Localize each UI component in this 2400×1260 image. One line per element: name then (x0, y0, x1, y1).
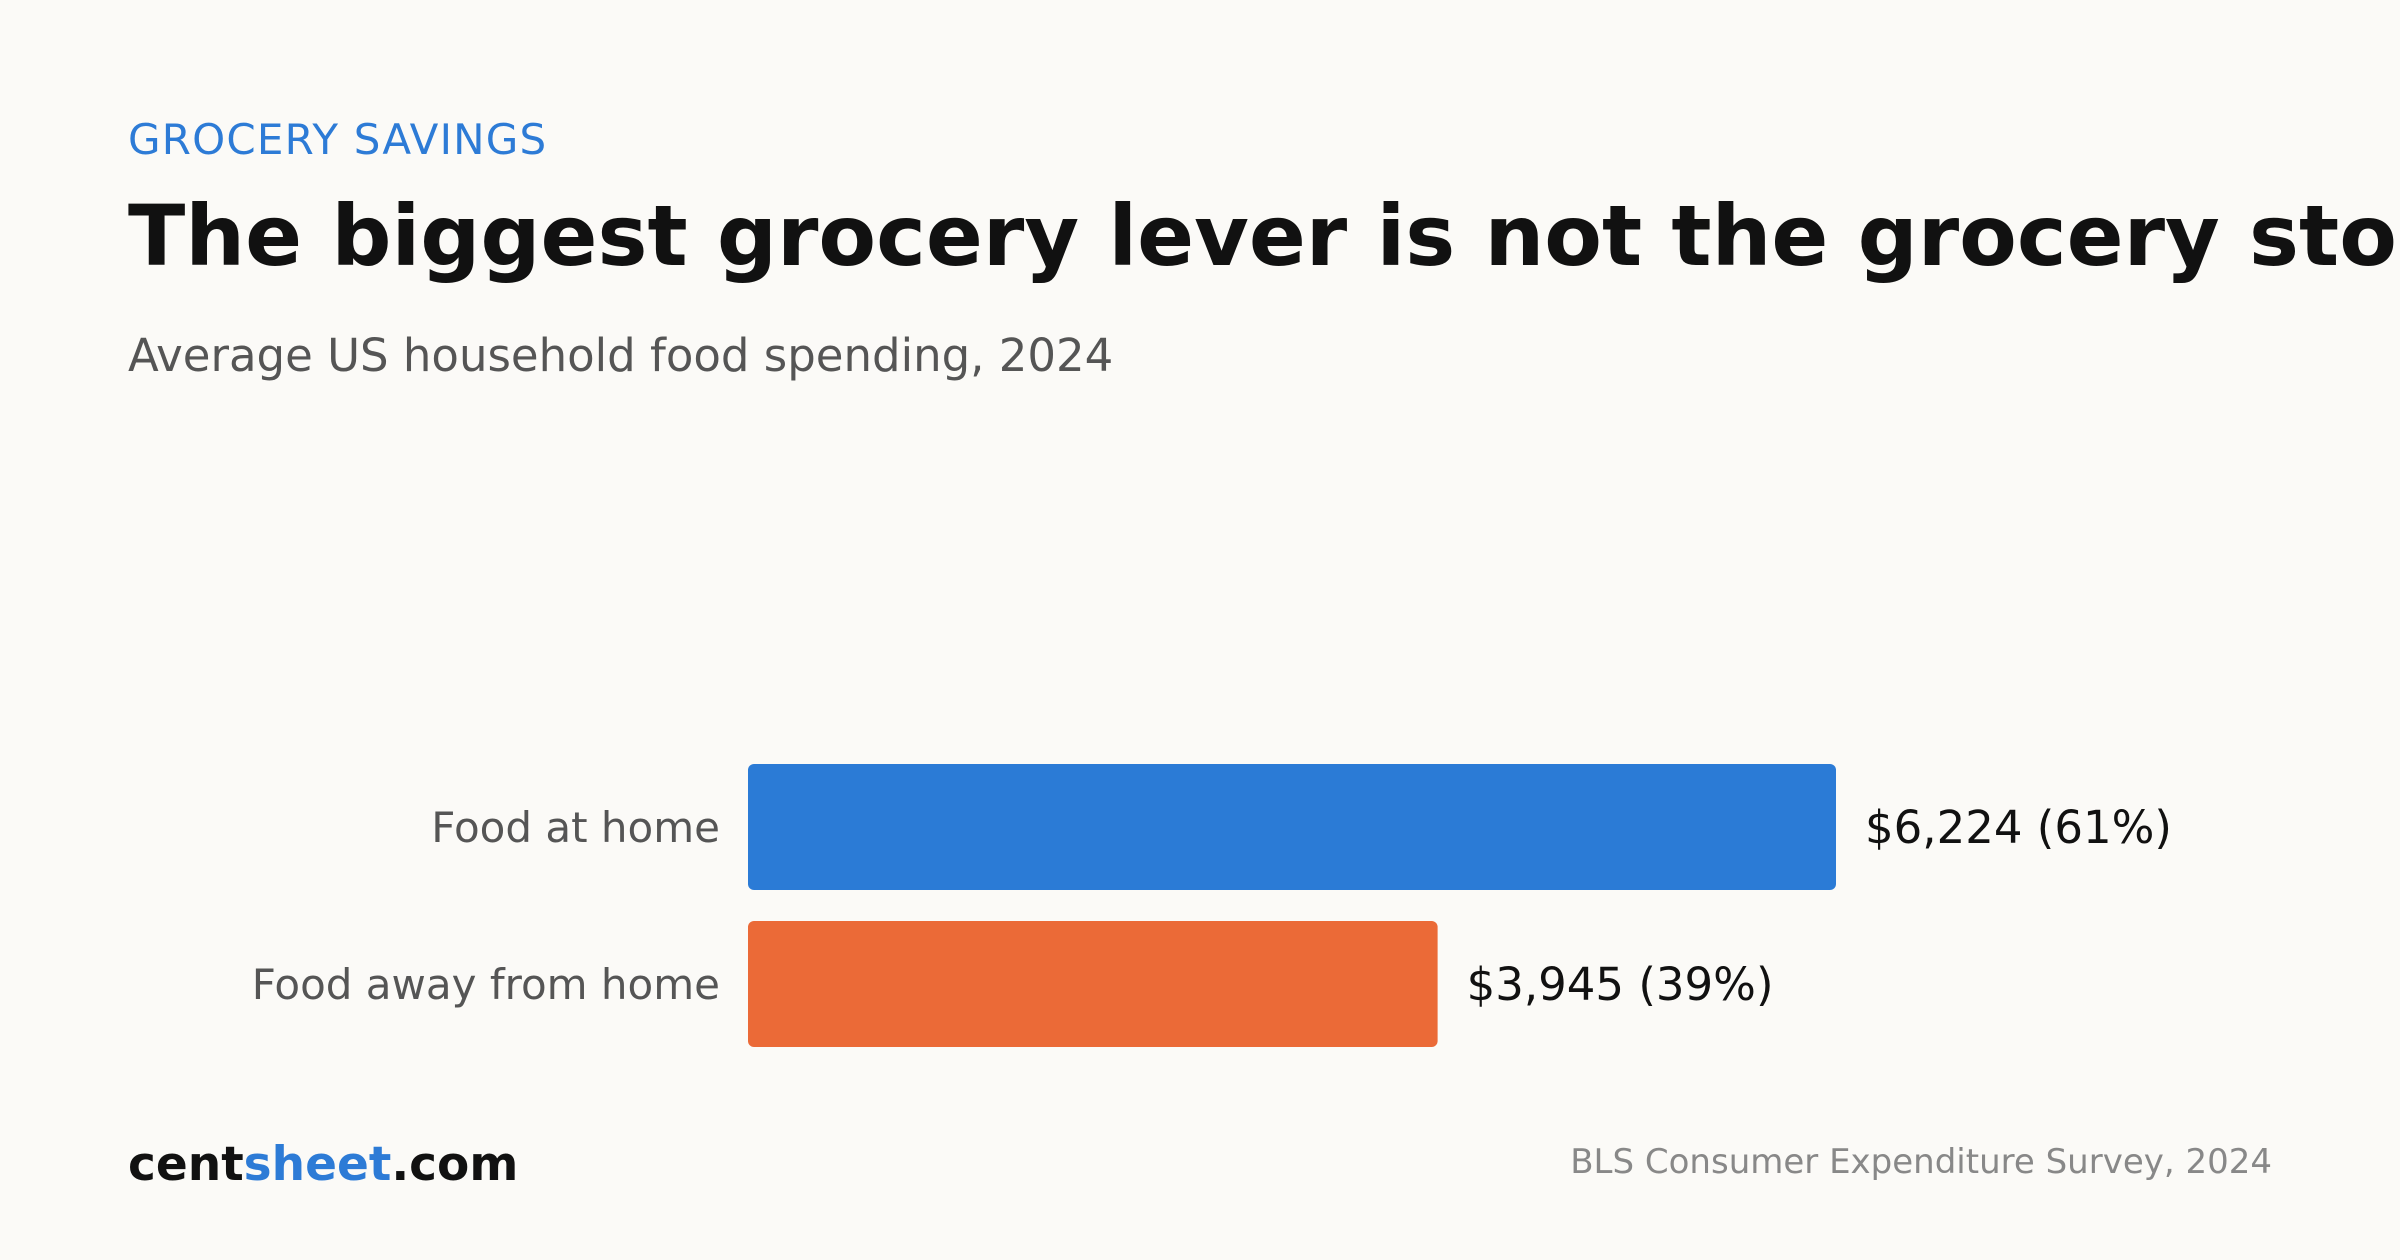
category-label: Food away from home (252, 960, 720, 1009)
page-title: The biggest grocery lever is not the gro… (128, 187, 2400, 285)
page-subtitle: Average US household food spending, 2024 (128, 329, 1114, 382)
bar-food-away-from-home (748, 921, 1438, 1047)
value-label: $3,945 (39%) (1467, 958, 1774, 1011)
value-label: $6,224 (61%) (1865, 801, 2172, 854)
eyebrow-label: GROCERY SAVINGS (128, 115, 548, 164)
brand-logo[interactable]: centsheet.com (128, 1135, 518, 1195)
bar-food-at-home (748, 764, 1836, 890)
source-note: BLS Consumer Expenditure Survey, 2024 (1570, 1142, 2272, 1182)
brand-text-sheet: sheet (243, 1137, 392, 1192)
brand-text-domain: .com (391, 1137, 519, 1192)
category-label: Food at home (431, 803, 720, 852)
brand-text-cent: cent (128, 1137, 244, 1192)
